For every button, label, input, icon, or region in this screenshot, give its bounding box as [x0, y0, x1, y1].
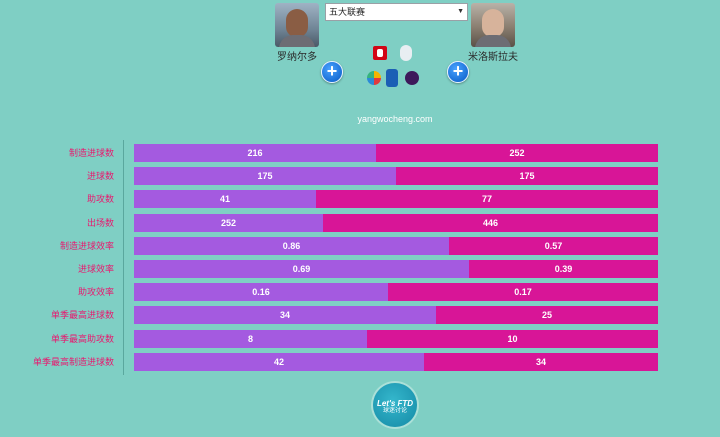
- left-value-bar: 252: [134, 213, 323, 232]
- comparison-row: 助攻数 41 77: [0, 190, 720, 209]
- comparison-row: 出场数 252 446: [0, 213, 720, 232]
- right-value: 0.39: [554, 264, 573, 274]
- player-left-photo: [275, 3, 319, 47]
- left-value-bar: 175: [134, 167, 396, 186]
- left-value: 42: [273, 356, 284, 367]
- left-value-bar: 216: [134, 144, 376, 162]
- stat-label: 进球数: [86, 171, 114, 182]
- left-value: 0.16: [252, 287, 270, 298]
- comparison-row: 助攻效率 0.16 0.17: [0, 283, 720, 302]
- left-value-bar: 42: [134, 352, 424, 371]
- stat-label: 助攻效率: [77, 287, 114, 298]
- left-value: 216: [247, 148, 263, 158]
- player-left[interactable]: 罗纳尔多: [267, 3, 327, 63]
- seriea-logo-icon: [386, 69, 398, 87]
- stat-label: 单季最高进球数: [50, 310, 114, 321]
- dropdown-caret-icon: ▼: [457, 8, 464, 15]
- brand-line2: 球迷讨论: [382, 408, 407, 414]
- brand-line1: Let's FTD: [376, 399, 414, 408]
- plus-icon: +: [326, 61, 338, 81]
- divider: [123, 140, 124, 375]
- player-left-name: 罗纳尔多: [277, 52, 317, 63]
- left-value: 41: [219, 194, 230, 205]
- right-value: 0.57: [544, 240, 563, 251]
- comparison-row: 制造进球数 216 252: [0, 144, 720, 162]
- comparison-row: 进球数 175 175: [0, 167, 720, 186]
- comparison-row: 单季最高进球数 34 25: [0, 306, 720, 325]
- stat-label: 制造进球效率: [59, 240, 114, 251]
- stat-label: 单季最高制造进球数: [32, 356, 114, 367]
- left-value-bar: 34: [134, 306, 436, 325]
- ligue1-logo-icon: [400, 45, 412, 61]
- plus-icon: +: [452, 61, 464, 81]
- right-value: 0.17: [514, 287, 532, 298]
- comparison-row: 进球效率 0.69 0.39: [0, 260, 720, 278]
- lets-ftd-logo-button[interactable]: Let's FTD 球迷讨论: [373, 383, 417, 427]
- right-value: 175: [519, 171, 535, 182]
- left-value: 34: [279, 310, 290, 321]
- left-value: 0.69: [292, 264, 311, 274]
- right-value: 252: [509, 148, 525, 158]
- right-value: 25: [541, 310, 552, 321]
- left-value: 0.86: [282, 240, 301, 251]
- right-value: 34: [535, 356, 546, 367]
- left-value-bar: 0.86: [134, 236, 449, 255]
- player-right[interactable]: 米洛斯拉夫: [463, 3, 523, 63]
- laliga-logo-icon: [367, 71, 381, 85]
- right-value-bar: 252: [376, 144, 658, 162]
- add-player-left-button[interactable]: +: [321, 61, 343, 83]
- comparison-row: 制造进球效率 0.86 0.57: [0, 236, 720, 255]
- comparison-row: 单季最高制造进球数 42 34: [0, 352, 720, 371]
- right-value-bar: 34: [424, 352, 658, 371]
- right-value-bar: 77: [316, 190, 658, 209]
- stat-label: 助攻数: [86, 194, 114, 205]
- left-value-bar: 0.69: [134, 260, 469, 278]
- right-value: 10: [507, 333, 518, 344]
- right-value-bar: 0.57: [449, 236, 658, 255]
- league-select-value: 五大联赛: [329, 7, 366, 17]
- right-value-bar: 0.39: [469, 260, 658, 278]
- right-value-bar: 0.17: [388, 283, 658, 302]
- league-logos: [364, 44, 424, 94]
- left-value: 8: [247, 333, 253, 344]
- stat-label: 制造进球数: [68, 148, 114, 158]
- premier-league-logo-icon: [405, 71, 419, 85]
- right-value: 77: [481, 194, 492, 205]
- left-value-bar: 41: [134, 190, 316, 209]
- left-value: 175: [257, 171, 273, 182]
- league-select[interactable]: 五大联赛 ▼: [325, 3, 468, 21]
- right-value-bar: 10: [367, 329, 658, 348]
- left-value-bar: 8: [134, 329, 367, 348]
- stat-label: 单季最高助攻数: [50, 333, 114, 344]
- left-value-bar: 0.16: [134, 283, 388, 302]
- add-player-right-button[interactable]: +: [447, 61, 469, 83]
- right-value-bar: 446: [323, 213, 658, 232]
- bundesliga-logo-icon: [373, 46, 387, 60]
- player-right-photo: [471, 3, 515, 47]
- stat-label: 出场数: [86, 217, 114, 228]
- right-value-bar: 25: [436, 306, 658, 325]
- right-value: 446: [482, 217, 499, 228]
- right-value-bar: 175: [396, 167, 658, 186]
- site-label: yangwocheng.com: [357, 114, 433, 124]
- comparison-row: 单季最高助攻数 8 10: [0, 329, 720, 348]
- stat-label: 进球效率: [77, 264, 114, 274]
- player-right-name: 米洛斯拉夫: [468, 52, 518, 63]
- left-value: 252: [220, 217, 237, 228]
